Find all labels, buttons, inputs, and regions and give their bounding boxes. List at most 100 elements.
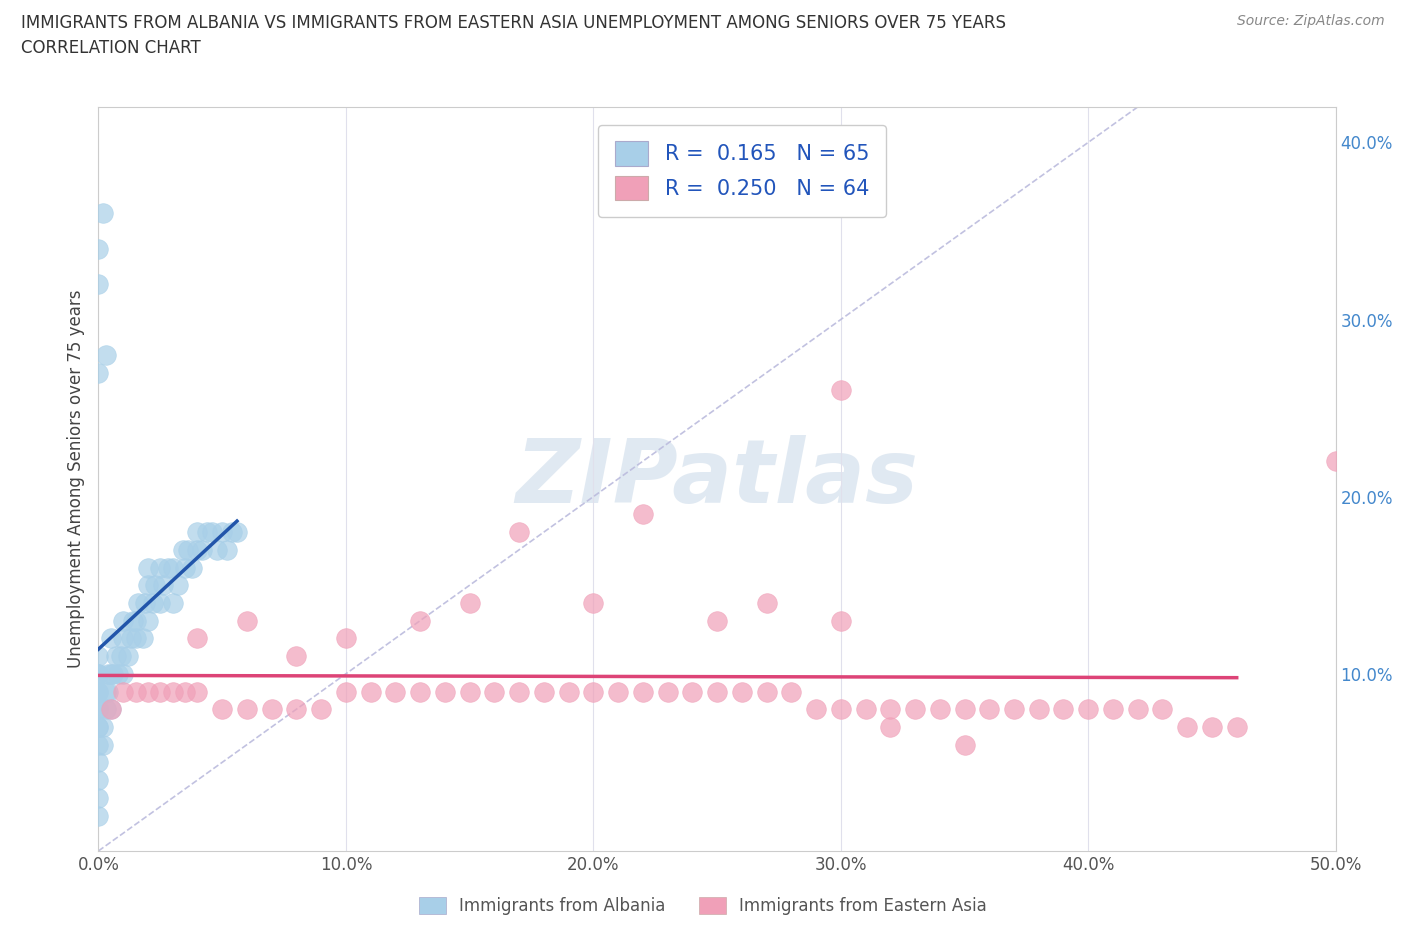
Point	[458, 595, 481, 610]
Point	[1077, 702, 1099, 717]
Y-axis label: Unemployment Among Seniors over 75 years: Unemployment Among Seniors over 75 years	[66, 290, 84, 668]
Point	[681, 684, 703, 699]
Point	[384, 684, 406, 699]
Point	[93, 720, 115, 735]
Point	[285, 648, 308, 663]
Legend: Immigrants from Albania, Immigrants from Eastern Asia: Immigrants from Albania, Immigrants from…	[412, 890, 994, 922]
Point	[335, 684, 357, 699]
Point	[780, 684, 803, 699]
Text: CORRELATION CHART: CORRELATION CHART	[21, 39, 201, 57]
Point	[124, 613, 146, 628]
Point	[181, 560, 204, 575]
Point	[195, 525, 218, 539]
Point	[1152, 702, 1174, 717]
Point	[928, 702, 950, 717]
Point	[142, 595, 165, 610]
Point	[879, 702, 901, 717]
Point	[124, 631, 146, 645]
Point	[186, 684, 208, 699]
Point	[953, 702, 976, 717]
Point	[176, 542, 198, 557]
Point	[1226, 720, 1249, 735]
Point	[855, 702, 877, 717]
Point	[100, 702, 122, 717]
Point	[132, 631, 155, 645]
Point	[174, 560, 197, 575]
Point	[104, 648, 127, 663]
Point	[149, 560, 172, 575]
Point	[87, 702, 110, 717]
Point	[706, 684, 728, 699]
Point	[112, 684, 135, 699]
Point	[557, 684, 579, 699]
Point	[87, 773, 110, 788]
Legend: R =  0.165   N = 65, R =  0.250   N = 64: R = 0.165 N = 65, R = 0.250 N = 64	[598, 125, 886, 217]
Point	[93, 737, 115, 752]
Point	[211, 525, 233, 539]
Point	[127, 595, 149, 610]
Point	[953, 737, 976, 752]
Point	[335, 631, 357, 645]
Point	[93, 206, 115, 220]
Point	[149, 595, 172, 610]
Point	[94, 348, 117, 363]
Point	[87, 720, 110, 735]
Point	[149, 684, 172, 699]
Point	[162, 595, 184, 610]
Point	[191, 542, 214, 557]
Point	[87, 241, 110, 256]
Point	[87, 684, 110, 699]
Point	[110, 648, 132, 663]
Point	[260, 702, 283, 717]
Point	[236, 702, 259, 717]
Point	[221, 525, 243, 539]
Point	[433, 684, 456, 699]
Point	[117, 648, 139, 663]
Point	[201, 525, 224, 539]
Point	[172, 542, 194, 557]
Text: IMMIGRANTS FROM ALBANIA VS IMMIGRANTS FROM EASTERN ASIA UNEMPLOYMENT AMONG SENIO: IMMIGRANTS FROM ALBANIA VS IMMIGRANTS FR…	[21, 14, 1007, 32]
Point	[107, 667, 129, 682]
Point	[87, 720, 110, 735]
Point	[360, 684, 382, 699]
Point	[87, 276, 110, 291]
Point	[124, 684, 146, 699]
Point	[631, 684, 654, 699]
Point	[309, 702, 332, 717]
Point	[103, 667, 125, 682]
Point	[1175, 720, 1198, 735]
Point	[1126, 702, 1149, 717]
Point	[217, 542, 239, 557]
Point	[236, 613, 259, 628]
Point	[979, 702, 1001, 717]
Point	[112, 631, 135, 645]
Point	[804, 702, 827, 717]
Point	[87, 667, 110, 682]
Point	[1052, 702, 1074, 717]
Point	[112, 613, 135, 628]
Point	[830, 702, 852, 717]
Point	[1324, 454, 1347, 469]
Point	[136, 613, 159, 628]
Point	[1002, 702, 1025, 717]
Point	[87, 790, 110, 805]
Point	[112, 667, 135, 682]
Point	[205, 542, 228, 557]
Point	[136, 684, 159, 699]
Point	[508, 684, 530, 699]
Point	[87, 755, 110, 770]
Point	[87, 684, 110, 699]
Point	[122, 613, 145, 628]
Point	[186, 525, 208, 539]
Point	[162, 684, 184, 699]
Point	[755, 595, 778, 610]
Point	[162, 560, 184, 575]
Point	[285, 702, 308, 717]
Point	[87, 648, 110, 663]
Point	[458, 684, 481, 699]
Point	[100, 631, 122, 645]
Point	[87, 667, 110, 682]
Point	[87, 702, 110, 717]
Point	[508, 525, 530, 539]
Point	[409, 613, 432, 628]
